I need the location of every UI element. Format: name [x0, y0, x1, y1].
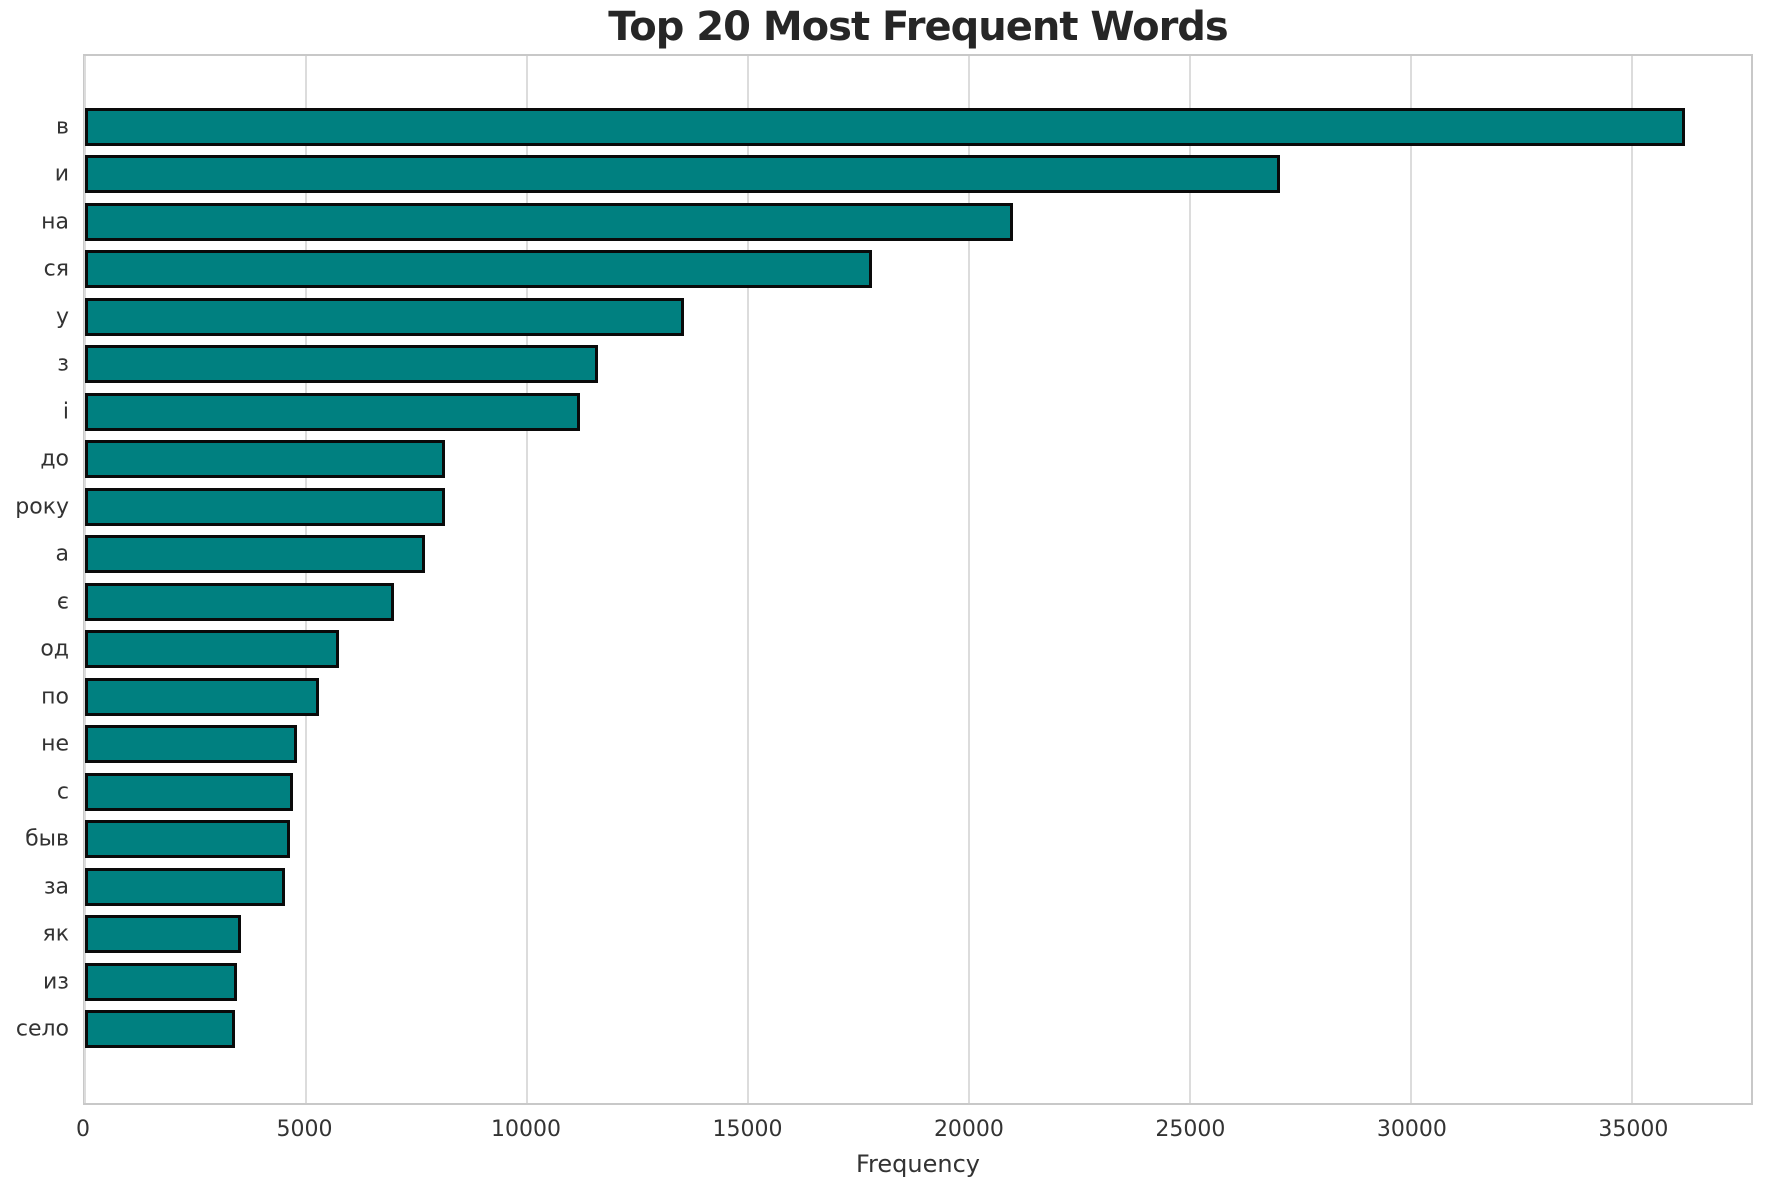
- bar: [85, 1010, 236, 1049]
- bar-row: у: [56, 293, 1751, 341]
- y-tick-label: не: [41, 731, 69, 757]
- bar-row: село: [16, 1006, 1751, 1054]
- bar: [85, 867, 285, 906]
- y-tick-label: од: [40, 636, 69, 662]
- bar: [85, 725, 298, 764]
- bar: [85, 535, 426, 574]
- bar-row: не: [41, 721, 1751, 769]
- y-tick-label: як: [42, 921, 69, 947]
- bar: [85, 630, 340, 669]
- x-tick-label: 0: [76, 1117, 90, 1142]
- y-tick-label: ся: [43, 256, 69, 282]
- x-axis-ticks: 0 5000 10000 15000 20000 25000 30000 35000: [76, 1117, 1753, 1147]
- bar: [85, 820, 291, 859]
- bar-row: за: [44, 863, 1751, 911]
- y-tick-label: село: [15, 1016, 69, 1042]
- gridline: [84, 56, 86, 1103]
- x-tick-label: 30000: [1376, 1117, 1447, 1142]
- y-tick-label: і: [62, 399, 69, 425]
- bar: [85, 250, 872, 289]
- bar: [85, 440, 446, 479]
- y-tick-label: из: [43, 969, 69, 995]
- gridline: [967, 56, 970, 1103]
- bar: [85, 345, 598, 384]
- x-tick-label: 25000: [1155, 1117, 1226, 1142]
- y-tick-label: за: [43, 874, 69, 900]
- bar: [85, 487, 446, 526]
- bar: [85, 392, 580, 431]
- bar-row: до: [40, 436, 1751, 484]
- bar: [85, 915, 241, 954]
- x-tick-label: 20000: [933, 1117, 1004, 1142]
- bar-row: и: [55, 151, 1751, 199]
- bar-row: на: [41, 198, 1751, 246]
- chart-title: Top 20 Most Frequent Words: [608, 4, 1228, 50]
- gridline: [1409, 56, 1412, 1103]
- bar: [85, 202, 1013, 241]
- y-tick-label: и: [54, 161, 69, 187]
- bar-row: а: [56, 531, 1751, 579]
- y-tick-label: а: [55, 541, 69, 567]
- bar: [85, 582, 395, 621]
- x-axis-title: Frequency: [856, 1150, 980, 1178]
- y-tick-label: быв: [25, 826, 69, 852]
- y-tick-label: року: [15, 494, 69, 520]
- bar-row: с: [57, 768, 1751, 816]
- gridline: [1188, 56, 1191, 1103]
- bar: [85, 772, 293, 811]
- bar: [85, 155, 1281, 194]
- y-tick-label: у: [55, 304, 69, 330]
- y-tick-label: з: [57, 351, 69, 377]
- gridline: [1630, 56, 1633, 1103]
- bar-row: як: [42, 911, 1751, 959]
- gridline: [304, 56, 307, 1103]
- bar-row: по: [41, 673, 1751, 721]
- x-tick-label: 10000: [490, 1117, 561, 1142]
- bar-row: ся: [44, 246, 1751, 294]
- bar-row: з: [57, 341, 1751, 389]
- y-tick-label: на: [41, 209, 69, 235]
- y-tick-label: в: [56, 114, 69, 140]
- gridline: [746, 56, 749, 1103]
- bar-row: є: [57, 578, 1751, 626]
- bar-row: в: [56, 103, 1751, 151]
- bar: [85, 297, 684, 336]
- y-tick-label: до: [40, 446, 69, 472]
- bars-layer: в и на ся у з і до року а є од по не с быв за як из село: [15, 103, 1751, 1054]
- y-tick-label: с: [56, 779, 69, 805]
- gridline: [525, 56, 528, 1103]
- bar: [85, 677, 320, 716]
- bar: [85, 107, 1685, 146]
- x-tick-label: 15000: [712, 1117, 783, 1142]
- bar-row: од: [40, 626, 1751, 674]
- bar-row: быв: [25, 816, 1751, 864]
- y-tick-label: по: [41, 684, 69, 710]
- x-tick-label: 5000: [276, 1117, 333, 1142]
- plot-area: в и на ся у з і до року а є од по не с быв за як из село: [15, 54, 1753, 1105]
- bar-row: року: [15, 483, 1751, 531]
- y-tick-label: є: [56, 589, 69, 615]
- bar-row: из: [43, 958, 1751, 1006]
- bar-row: і: [63, 388, 1751, 436]
- bar: [85, 962, 237, 1001]
- x-tick-label: 35000: [1598, 1117, 1669, 1142]
